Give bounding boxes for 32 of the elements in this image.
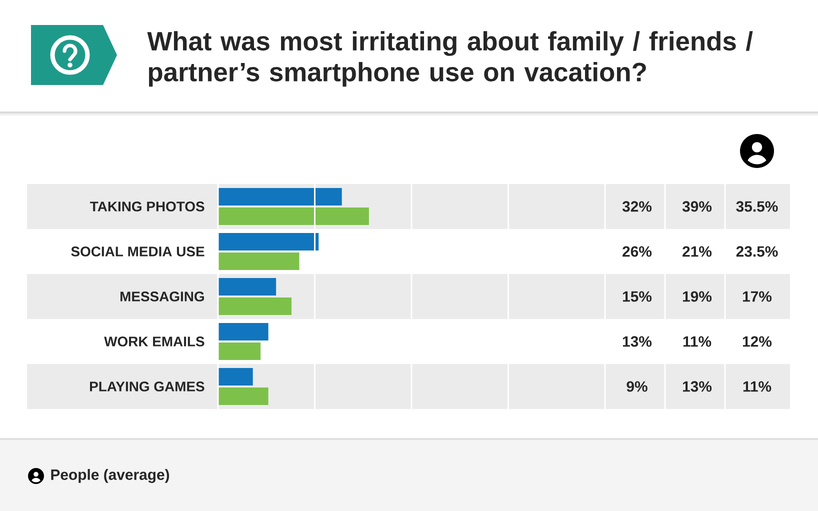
y-tick-label: TAKING PHOTOS <box>90 202 204 212</box>
text: 11% <box>743 381 772 392</box>
y-tick-label: WORK EMAILS <box>104 336 204 346</box>
bar <box>218 278 276 296</box>
bar <box>218 322 268 340</box>
bar <box>218 252 300 270</box>
bar <box>218 207 369 225</box>
data-label: 39% <box>682 201 712 212</box>
bar <box>218 297 292 315</box>
bar <box>218 368 253 386</box>
text: 12% <box>742 336 772 347</box>
bar <box>218 387 268 405</box>
y-tick-label: PLAYING GAMES <box>90 382 204 392</box>
text: People (average) <box>51 468 170 483</box>
data-label: 26% <box>622 246 652 257</box>
data-label: 15% <box>622 291 652 302</box>
data-label: 13% <box>682 381 712 392</box>
y-tick-label: SOCIAL MEDIA USE <box>71 246 204 256</box>
data-label: 21% <box>682 246 712 257</box>
data-label: 11% <box>683 336 712 347</box>
data-label: 19% <box>682 291 712 302</box>
bar <box>218 232 319 250</box>
data-label: 32% <box>622 201 652 212</box>
y-tick-label: MESSAGING <box>120 292 204 302</box>
bar <box>218 342 261 360</box>
bar <box>218 188 342 206</box>
chart-title: What was most irritating about family / friends / partner’s smartphone use on vacation? <box>147 31 753 87</box>
text: 35.5% <box>736 201 778 212</box>
text: 23.5% <box>736 246 778 257</box>
text: 17% <box>742 291 772 302</box>
data-label: 13% <box>622 336 652 347</box>
data-label: 9% <box>626 381 648 392</box>
